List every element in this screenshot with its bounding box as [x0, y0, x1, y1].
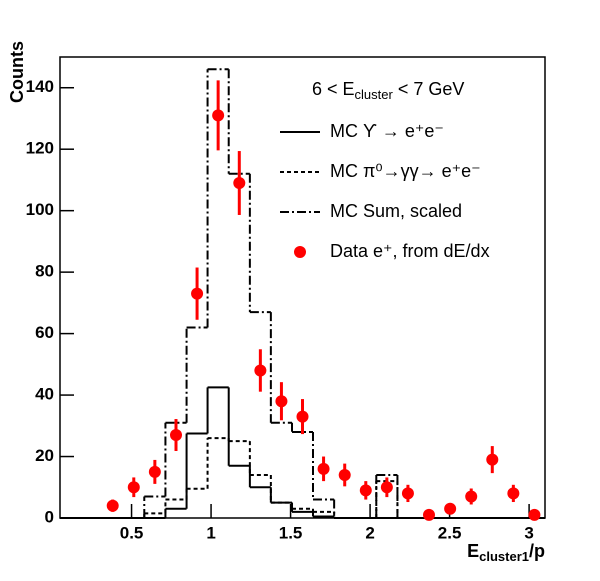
data-point — [422, 508, 435, 521]
data-point — [317, 462, 330, 475]
histogram-step — [143, 438, 399, 518]
data-point — [528, 508, 541, 521]
subscript: cluster1 — [479, 549, 529, 564]
data-point — [465, 490, 478, 503]
data-point — [486, 453, 499, 466]
text: 6 < E — [312, 79, 355, 99]
y-tick-label: 20 — [35, 446, 54, 465]
histogram-step — [143, 69, 399, 518]
data-point — [338, 468, 351, 481]
data-point — [191, 287, 204, 300]
data-point — [380, 481, 393, 494]
data-point — [401, 487, 414, 500]
x-tick-label: 3 — [524, 523, 533, 542]
y-tick-label: 140 — [26, 77, 54, 96]
y-tick-label: 120 — [26, 139, 54, 158]
x-tick-label: 2.5 — [438, 523, 462, 542]
data-point — [212, 109, 225, 122]
legend-label: Data e⁺, from dE/dx — [330, 241, 490, 261]
data-point — [296, 410, 309, 423]
data-point — [359, 484, 372, 497]
x-tick-label: 1 — [206, 523, 215, 542]
data-point — [170, 429, 183, 442]
x-tick-label: 2 — [365, 523, 374, 542]
data-point — [507, 487, 520, 500]
y-tick-label: 0 — [45, 507, 54, 526]
data-point — [148, 465, 161, 478]
legend-label: MC ϒ → e⁺e⁻ — [330, 121, 444, 141]
data-point — [106, 499, 119, 512]
legend-label: MC π⁰→γγ→ e⁺e⁻ — [330, 161, 481, 181]
y-tick-label: 60 — [35, 323, 54, 342]
text: < 7 GeV — [393, 79, 465, 99]
y-tick-label: 100 — [26, 200, 54, 219]
data-point — [127, 481, 140, 494]
subscript: cluster — [355, 87, 394, 102]
y-tick-label: 40 — [35, 385, 54, 404]
annotation: 6 < Ecluster < 7 GeV — [312, 79, 464, 103]
legend-marker — [294, 246, 306, 258]
x-tick-label: 0.5 — [120, 523, 144, 542]
text: /p — [529, 541, 545, 561]
xlabel: Ecluster1/p — [467, 541, 545, 565]
text: E — [467, 541, 479, 561]
plot-frame — [59, 56, 546, 519]
legend-label: MC Sum, scaled — [330, 201, 462, 221]
data-point — [444, 502, 457, 515]
y-tick-label: 80 — [35, 262, 54, 281]
y-axis-label: Counts — [7, 41, 27, 103]
data-point — [275, 395, 288, 408]
data-point — [254, 364, 267, 377]
data-point — [233, 177, 246, 190]
x-tick-label: 1.5 — [279, 523, 303, 542]
